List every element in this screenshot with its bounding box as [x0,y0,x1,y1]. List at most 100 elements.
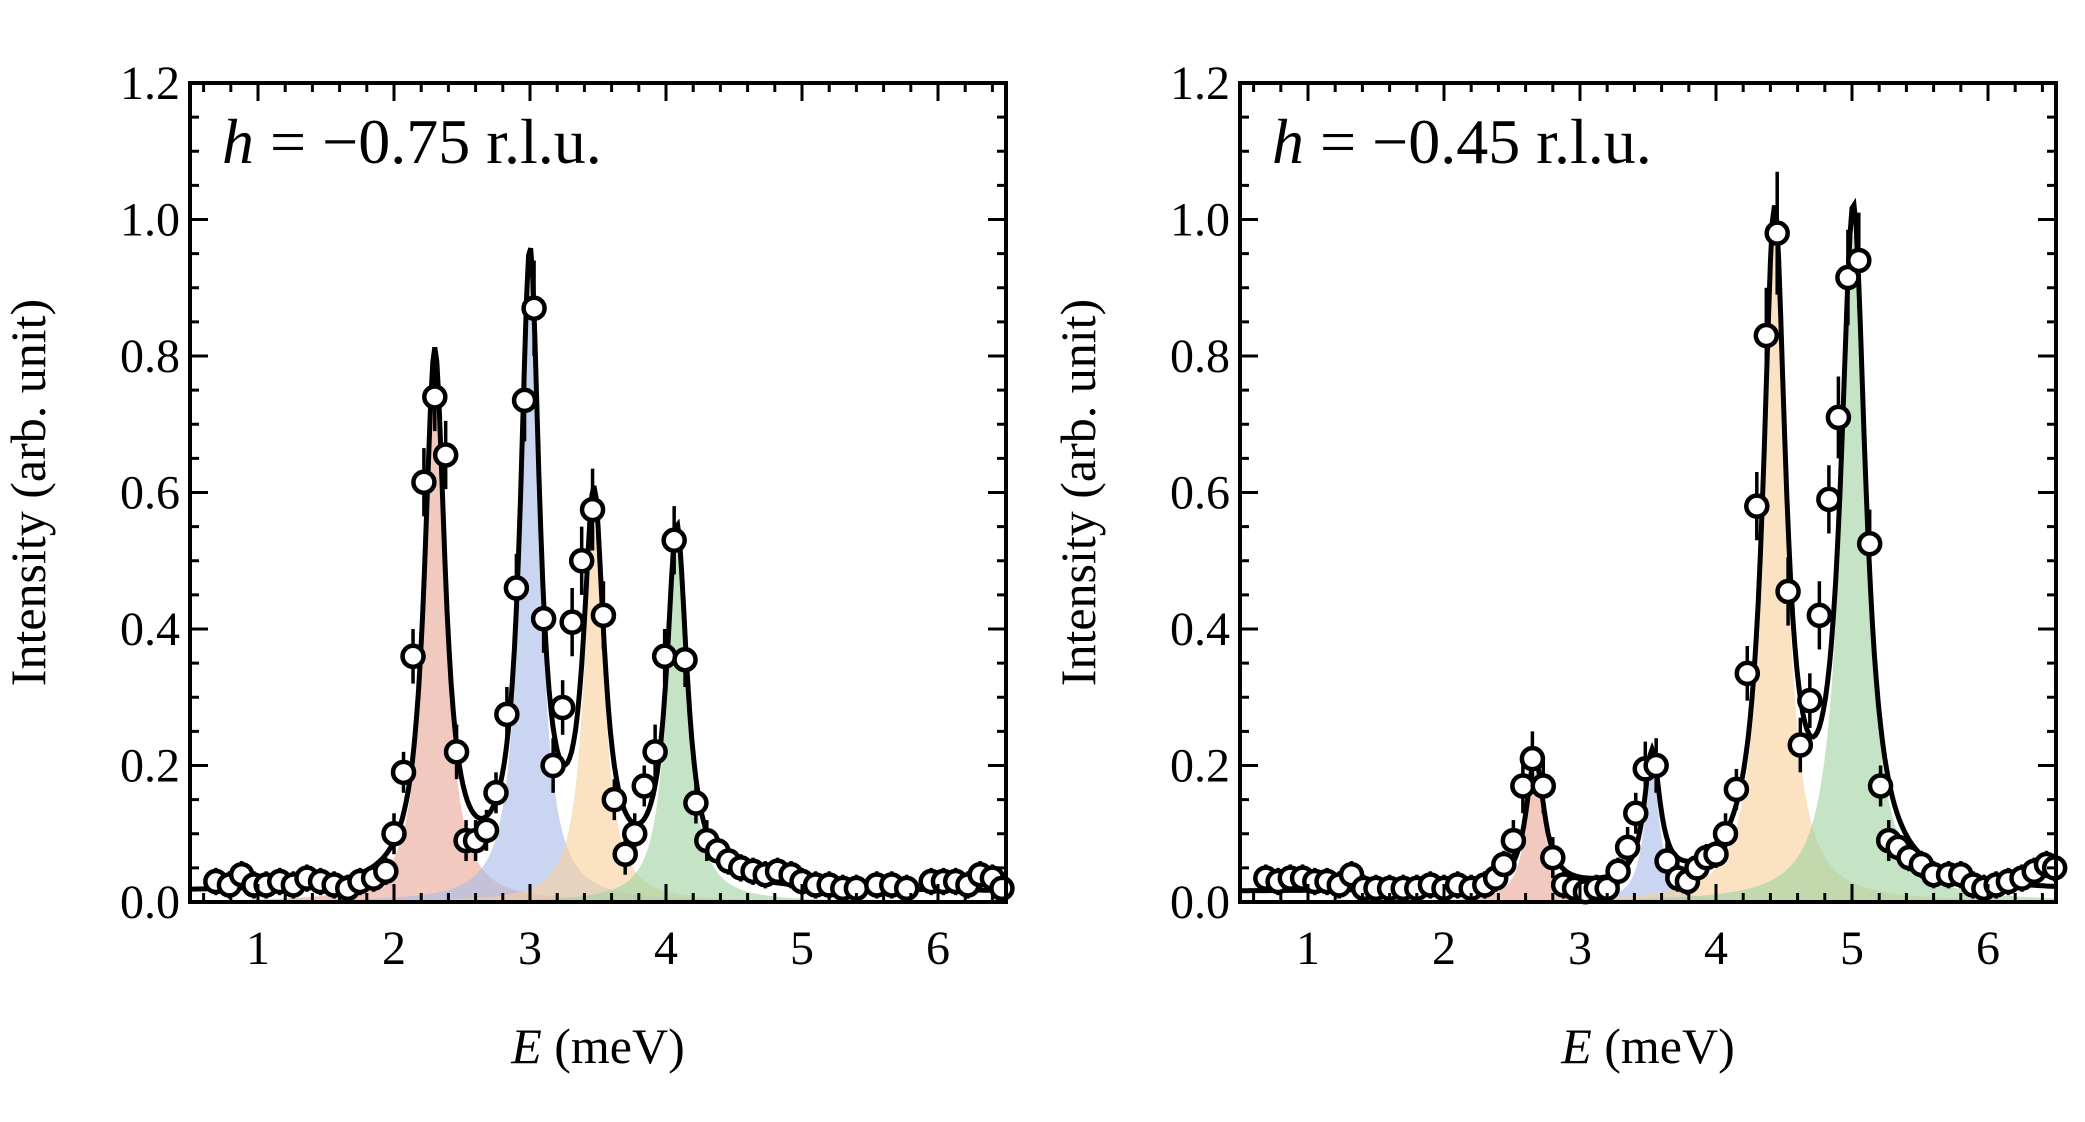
data-point [989,875,1015,902]
data-point [1605,858,1631,885]
data-point [422,384,448,410]
data-point [1816,486,1842,513]
data-point [1530,773,1557,799]
data-point [1540,844,1566,871]
data-point [631,773,657,799]
y-tick-labels: 0.0 0.2 0.4 0.6 0.8 1.0 1.2 [1170,57,1230,929]
data-point [540,752,566,779]
data-point [590,602,617,629]
fill-peak-3 [190,526,1006,902]
data-point [1734,660,1761,687]
data-point [1491,851,1517,878]
data-point [483,780,509,806]
y-tick-label: 1.2 [120,57,180,110]
data-point [411,469,437,496]
x-tick-label: 1 [1296,922,1320,975]
chart-panel-right: 1 2 3 4 5 6 0.0 0.2 0.4 0.6 0.8 1.0 1.2 E (meV) Int… [1050,57,2068,1074]
y-axis-title: Intensity (arb. unit) [1050,299,1106,686]
x-tick-label: 3 [518,922,542,975]
data-point [1867,773,1894,799]
x-axis-title: E (meV) [510,1018,685,1074]
data-point [642,739,668,765]
y-tick-label: 1.2 [1170,57,1230,110]
data-point [503,575,530,601]
data-point [1764,220,1790,246]
data-point [893,875,920,902]
data-point [494,701,520,728]
y-tick-label: 0.0 [120,876,180,929]
data-point [1712,821,1739,847]
data-point [559,609,585,635]
data-point [400,643,426,670]
data-point [651,643,678,670]
data-point [1643,752,1669,779]
data-point [683,790,709,816]
data-point [1500,827,1527,854]
y-tick-label: 1.0 [1170,194,1230,247]
y-tick-label: 0.2 [120,740,180,793]
data-point [390,759,417,786]
x-tick-label: 4 [1704,922,1728,975]
data-point [661,527,687,554]
data-point [443,739,470,765]
data-point [672,646,698,673]
axes [188,81,1008,904]
data-point [1723,776,1750,803]
y-tick-label: 0.2 [1170,740,1230,793]
data-point [373,858,399,885]
data-point [1806,602,1833,629]
y-tick-label: 0.4 [1170,603,1230,656]
y-axis-title: Intensity (arb. unit) [0,299,56,686]
data-point [1753,322,1780,349]
peak-fills [190,283,1006,902]
x-tick-label: 6 [926,922,950,975]
chart-panel-left: 1 2 3 4 5 6 0.0 0.2 0.4 0.6 0.8 1.0 1.2 E (meV) Int… [0,57,1015,1074]
data-point [381,821,407,847]
data-point [1846,247,1872,274]
data-point [1744,493,1770,519]
data-point [473,817,500,844]
y-tick-label: 0.6 [120,467,180,520]
data-points [203,295,1015,902]
y-tick-label: 0.0 [1170,876,1230,929]
data-point [1623,800,1649,827]
data-point [511,387,538,414]
x-tick-label: 6 [1976,922,2000,975]
panel-label: h = −0.45 r.l.u. [1272,106,1652,177]
y-tick-label: 0.4 [120,603,180,656]
data-point [612,841,638,867]
fill-peak-4 [1240,234,2056,902]
fill-peak-2 [1240,772,2056,902]
data-point [1856,530,1883,557]
panel-label: h = −0.75 r.l.u. [222,106,602,177]
data-point [1787,732,1814,758]
peak-fills [1240,234,2056,902]
y-tick-label: 0.8 [120,330,180,383]
x-tick-labels: 1 2 3 4 5 6 [1296,922,2000,975]
x-tick-label: 5 [790,922,814,975]
data-point [1510,773,1536,799]
data-point [568,548,595,574]
data-point [432,442,459,468]
x-tick-label: 1 [246,922,270,975]
data-point [579,496,606,523]
data-point [549,694,576,721]
data-point [1614,834,1641,861]
data-point [1775,578,1801,605]
x-tick-label: 5 [1840,922,1864,975]
x-tick-label: 3 [1568,922,1592,975]
data-point [1797,687,1823,714]
x-axis-title: E (meV) [1560,1018,1735,1074]
x-tick-label: 2 [382,922,406,975]
data-point [521,295,547,321]
y-tick-label: 1.0 [120,194,180,247]
data-point [530,606,557,632]
x-tick-label: 2 [1432,922,1456,975]
y-tick-label: 0.8 [1170,330,1230,383]
data-points [1253,220,2068,905]
axes [1238,81,2058,904]
data-point [621,821,648,847]
data-point [1825,404,1852,431]
y-tick-label: 0.6 [1170,467,1230,520]
